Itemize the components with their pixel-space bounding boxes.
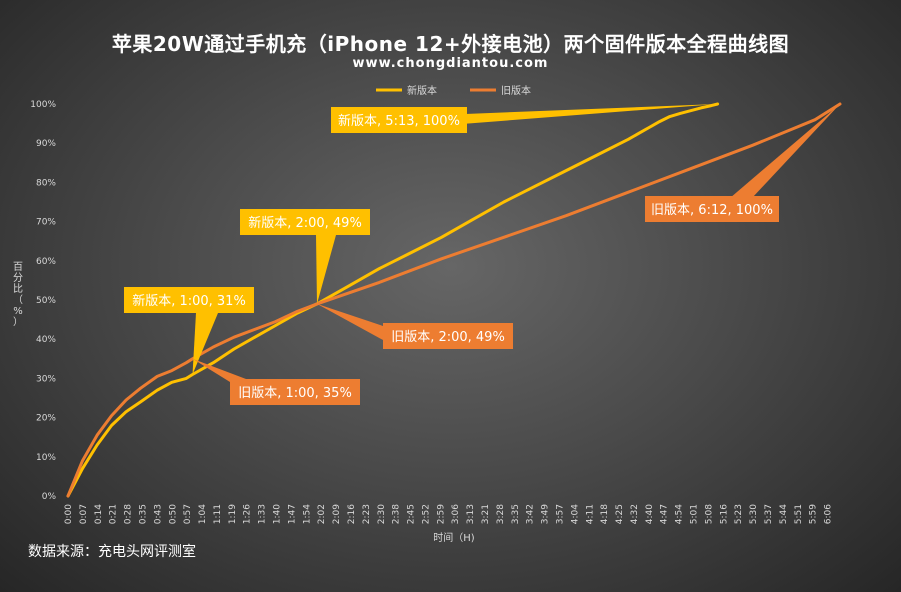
y-tick-label: 100% [30, 100, 56, 110]
series-line-new [66, 102, 720, 498]
x-axis-label: 时间（H) [433, 531, 475, 544]
x-tick-label: 5:23 [734, 504, 744, 524]
callout-box [331, 107, 467, 133]
x-tick-label: 4:25 [615, 504, 625, 524]
x-tick-label: 0:00 [64, 504, 74, 524]
x-tick-label: 5:01 [690, 504, 700, 524]
y-tick-label: 90% [36, 139, 56, 149]
x-tick-label: 2:30 [377, 504, 387, 524]
callout-box [645, 196, 779, 222]
x-tick-label: 2:59 [436, 504, 446, 524]
x-tick-label: 5:59 [809, 504, 819, 524]
x-tick-label: 1:47 [287, 504, 297, 524]
x-tick-label: 2:52 [421, 504, 431, 524]
x-tick-label: 1:40 [273, 504, 283, 524]
callout-label: 旧版本, 1:00, 35% [238, 386, 352, 401]
x-tick-label: 3:06 [451, 504, 461, 524]
x-tick-label: 2:16 [347, 504, 357, 524]
x-tick-label: 4:18 [600, 504, 610, 524]
chart-subtitle: www.chongdiantou.com [352, 56, 549, 71]
data-source: 数据来源：充电头网评测室 [28, 544, 196, 560]
x-tick-label: 0:57 [183, 504, 193, 524]
x-tick-label: 4:32 [630, 504, 640, 524]
legend-label: 新版本 [407, 84, 437, 97]
y-axis-label: 百分比（%） [13, 261, 23, 328]
x-tick-label: 2:38 [392, 504, 402, 524]
x-tick-label: 3:49 [541, 504, 551, 524]
x-tick-label: 4:40 [645, 504, 655, 524]
x-tick-label: 1:19 [228, 504, 238, 524]
x-tick-label: 3:28 [496, 504, 506, 524]
x-tick-label: 2:09 [332, 504, 342, 524]
y-tick-label: 60% [36, 257, 56, 267]
x-tick-label: 5:51 [794, 504, 804, 524]
y-tick-label: 10% [36, 453, 56, 463]
x-tick-label: 4:47 [660, 504, 670, 524]
callout-label: 新版本, 2:00, 49% [248, 215, 362, 231]
callout-label: 新版本, 5:13, 100% [338, 113, 460, 129]
x-tick-label: 5:37 [764, 504, 774, 524]
legend-label: 旧版本 [501, 84, 531, 97]
x-tick-label: 0:35 [138, 504, 148, 524]
x-tick-label: 5:30 [749, 504, 759, 524]
x-tick-label: 0:14 [94, 504, 104, 524]
x-tick-label: 4:04 [570, 504, 580, 524]
y-tick-label: 30% [36, 374, 56, 384]
x-tick-label: 3:42 [526, 504, 536, 524]
x-tick-label: 1:11 [213, 504, 223, 524]
x-tick-label: 3:13 [466, 504, 476, 524]
callout-pointer [317, 303, 383, 340]
x-tick-label: 3:57 [555, 504, 565, 524]
x-tick-label: 0:50 [168, 504, 178, 524]
x-tick-label: 1:54 [302, 504, 312, 524]
y-tick-label: 0% [42, 492, 57, 502]
x-tick-label: 6:06 [824, 504, 834, 524]
y-tick-label: 40% [36, 335, 56, 345]
x-tick-label: 4:11 [585, 504, 595, 524]
callout-label: 旧版本, 2:00, 49% [391, 330, 505, 345]
callout-label: 旧版本, 6:12, 100% [651, 203, 773, 218]
y-tick-label: 50% [36, 296, 56, 306]
callout-box [230, 379, 360, 405]
x-tick-label: 5:16 [719, 504, 729, 524]
x-tick-label: 4:54 [675, 504, 685, 524]
x-tick-label: 5:08 [704, 504, 714, 524]
callout-pointer [192, 358, 246, 382]
callout-pointer [440, 104, 718, 124]
callout-box [383, 323, 513, 349]
y-tick-label: 80% [36, 178, 56, 188]
callout-pointer [316, 235, 336, 304]
callout-pointer [192, 313, 218, 375]
callout-label: 新版本, 1:00, 31% [132, 293, 246, 309]
x-tick-label: 2:23 [362, 504, 372, 524]
x-tick-label: 0:07 [79, 504, 89, 524]
x-tick-label: 2:02 [317, 504, 327, 524]
x-tick-label: 2:45 [407, 504, 417, 524]
x-tick-label: 3:21 [481, 504, 491, 524]
callout-box [240, 209, 370, 235]
x-tick-label: 1:33 [258, 504, 268, 524]
x-tick-label: 1:26 [243, 504, 253, 524]
x-tick-label: 0:28 [124, 504, 134, 524]
y-tick-label: 20% [36, 414, 56, 424]
chart-title: 苹果20W通过手机充（iPhone 12+外接电池）两个固件版本全程曲线图 [111, 32, 790, 56]
x-tick-label: 1:04 [198, 504, 208, 524]
x-tick-label: 0:21 [109, 504, 119, 524]
x-tick-label: 0:43 [153, 504, 163, 524]
x-tick-label: 5:44 [779, 504, 789, 524]
y-tick-label: 70% [36, 218, 56, 228]
series-line-old [66, 102, 842, 498]
callout-pointer [730, 104, 840, 198]
callout-box [124, 287, 254, 313]
x-tick-label: 3:35 [511, 504, 521, 524]
